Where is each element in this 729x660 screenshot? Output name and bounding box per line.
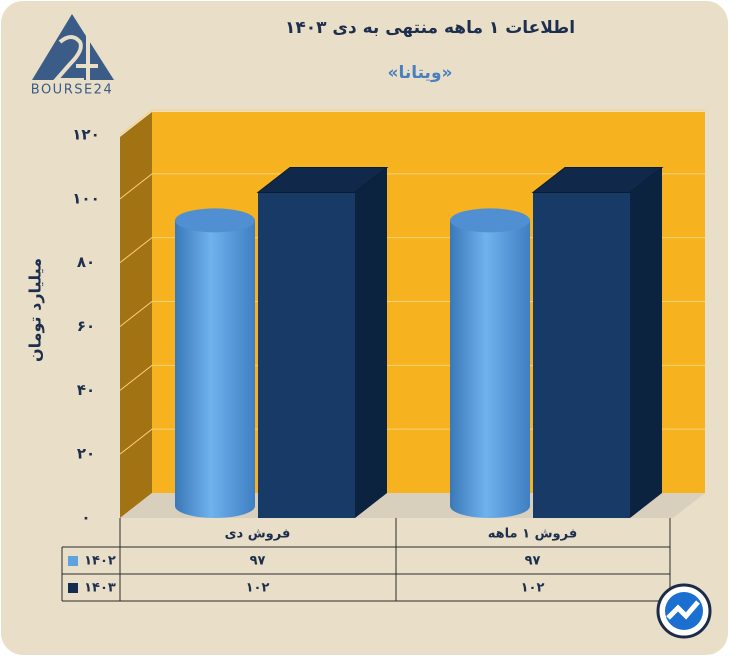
x-tick-label: فروش دی <box>225 527 291 542</box>
logo: BOURSE24 <box>31 14 114 98</box>
y-tick-label: ۰ <box>81 509 90 527</box>
legend-swatch <box>68 583 78 593</box>
site-icon <box>656 583 712 639</box>
logo-text: BOURSE24 <box>31 83 113 98</box>
y-tick-label: ۱۲۰ <box>72 126 99 144</box>
bar-front <box>533 192 630 518</box>
bar-cylinder-top <box>175 208 255 233</box>
y-tick-label: ۱۰۰ <box>72 189 99 207</box>
bar-front <box>258 192 355 518</box>
bar-side <box>630 167 662 518</box>
legend-swatch <box>68 556 78 566</box>
table-value: ۱۰۲ <box>521 581 545 596</box>
bar-cylinder-body <box>450 220 530 519</box>
legend-label: ۱۴۰۳ <box>84 581 116 596</box>
chart-subtitle: «ویتانا» <box>387 63 452 83</box>
data-table <box>61 518 671 602</box>
table-value: ۱۰۲ <box>246 581 270 596</box>
bar-cylinder-top <box>450 208 530 233</box>
legend-label: ۱۴۰۲ <box>84 554 116 569</box>
y-tick-label: ۴۰ <box>77 381 95 399</box>
grid-line <box>119 173 705 200</box>
bar-cylinder-body <box>175 220 255 519</box>
grid-line <box>119 109 705 136</box>
y-tick-label: ۲۰ <box>77 445 95 463</box>
table-value: ۹۷ <box>250 554 266 569</box>
y-tick-label: ۸۰ <box>77 253 95 271</box>
y-tick-label: ۶۰ <box>77 317 95 335</box>
y-axis-label: میلیارد تومان <box>26 258 45 362</box>
bar-side <box>355 167 387 518</box>
x-tick-label: فروش ۱ ماهه <box>488 527 577 542</box>
table-value: ۹۷ <box>525 554 541 569</box>
chart-title: اطلاعات ۱ ماهه منتهی به دی ۱۴۰۳ <box>285 18 575 38</box>
